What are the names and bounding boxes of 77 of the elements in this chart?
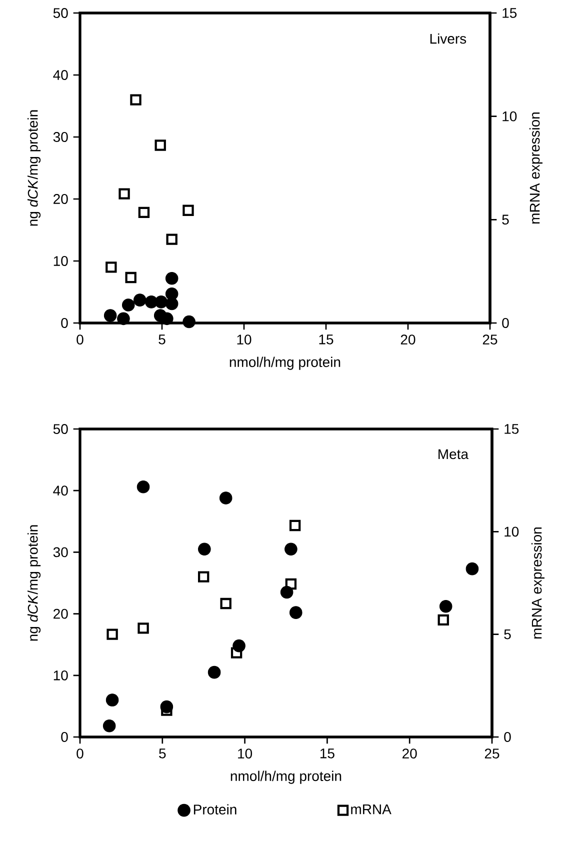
point [154, 296, 168, 308]
y-tick-label: 40 [53, 486, 68, 496]
point [285, 578, 297, 590]
y-tick-label: 20 [54, 608, 68, 619]
point [182, 315, 196, 328]
x-tick-label: 25 [484, 748, 500, 759]
point [106, 628, 118, 640]
x-tick-label: 0 [76, 334, 84, 345]
point [165, 272, 178, 285]
x-tick-label: 25 [482, 334, 498, 345]
point [138, 206, 150, 218]
y-tick-label: 20 [54, 194, 68, 204]
y2-axis-title: mRNA expression [529, 112, 542, 224]
x-tick-label: 15 [320, 748, 334, 758]
point [219, 492, 232, 504]
y-tick-label: 0 [61, 732, 68, 742]
point [122, 298, 135, 312]
annotation: Meta [438, 449, 469, 460]
point [136, 480, 150, 494]
point [198, 542, 211, 556]
point [438, 614, 449, 626]
y2-axis-title: mRNA expression [531, 528, 544, 638]
y-tick-label: 0 [61, 318, 68, 328]
point [125, 272, 136, 284]
point [102, 720, 116, 732]
legend-label: mRNA [351, 804, 392, 814]
y-tick-label: 40 [53, 70, 68, 80]
y2-tick-label: 5 [502, 214, 509, 225]
point [130, 94, 142, 106]
point [289, 606, 302, 619]
point [160, 312, 174, 326]
point [138, 622, 149, 634]
annotation: Livers [430, 33, 466, 44]
x-tick-label: 20 [402, 748, 417, 759]
point [154, 140, 166, 151]
x-tick-label: 20 [400, 334, 416, 345]
y-axis-title: ng dCK/mg protein [28, 110, 41, 226]
x-tick-label: 5 [159, 748, 166, 758]
point [182, 204, 194, 216]
x-tick-label: 10 [238, 748, 252, 759]
x-tick-label: 0 [76, 748, 84, 759]
y-tick-label: 50 [53, 8, 68, 18]
y2-tick-label: 10 [504, 526, 519, 537]
point [439, 600, 452, 613]
y-tick-label: 50 [53, 424, 68, 434]
point [230, 647, 242, 658]
point [284, 542, 298, 556]
point [198, 571, 210, 582]
y2-tick-label: 15 [504, 424, 519, 434]
x-axis-title: nmol/h/mg protein [230, 770, 342, 784]
y-tick-label: 10 [54, 256, 68, 266]
y2-tick-label: 5 [504, 629, 511, 640]
point [118, 188, 130, 200]
y-tick-label: 30 [53, 132, 68, 142]
point [106, 694, 119, 706]
point [466, 562, 479, 576]
y2-tick-label: 10 [502, 111, 517, 122]
y2-tick-label: 0 [504, 732, 511, 742]
y-axis-title: ng dCK/mg protein [28, 525, 41, 641]
point [104, 309, 117, 322]
point [166, 234, 178, 245]
x-tick-label: 15 [319, 334, 334, 344]
x-tick-label: 5 [158, 334, 166, 344]
point [289, 520, 301, 532]
legend-label: Protein [194, 804, 236, 814]
x-axis-title: nmol/h/mg protein [230, 356, 340, 370]
y-tick-label: 10 [54, 670, 68, 680]
point [220, 598, 232, 610]
y-tick-label: 30 [53, 547, 68, 558]
y2-tick-label: 15 [502, 8, 517, 18]
point [133, 294, 146, 306]
point [208, 666, 221, 679]
y2-tick-label: 0 [502, 318, 509, 328]
point [117, 312, 130, 326]
point [106, 262, 117, 273]
point [165, 297, 178, 310]
x-tick-label: 10 [237, 334, 252, 345]
